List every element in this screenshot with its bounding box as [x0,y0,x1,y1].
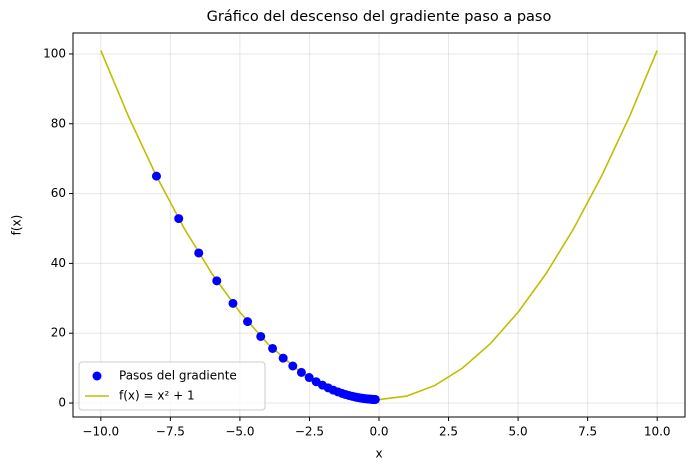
point [243,317,253,327]
point [278,353,288,363]
point [304,373,314,383]
y-axis-label: f(x) [10,215,24,236]
point [194,248,204,258]
x-tick-label: −10.0 [82,425,119,439]
point [228,298,238,308]
legend-label: f(x) = x² + 1 [119,389,195,403]
legend-label: Pasos del gradiente [119,369,237,383]
x-tick-label: −7.5 [156,425,185,439]
plot-frame [72,32,686,418]
x-tick-label: 7.5 [578,425,597,439]
point [268,343,278,353]
legend-box [78,361,266,411]
point [296,367,306,377]
y-tick-label: 40 [51,256,66,270]
y-tick-label: 60 [51,186,66,200]
point [151,171,161,181]
x-tick-label: 0.0 [369,425,388,439]
y-tick-label: 20 [51,326,66,340]
x-tick-label: 5.0 [509,425,528,439]
point [212,276,222,286]
legend-marker [92,371,102,381]
x-tick-label: 10.0 [644,425,671,439]
point [256,331,266,341]
y-tick-label: 0 [58,396,66,410]
point [288,361,298,371]
x-axis-label: x [375,447,382,461]
y-tick-label: 100 [43,46,66,60]
x-tick-label: 2.5 [439,425,458,439]
point [174,214,184,224]
x-tick-label: −5.0 [225,425,254,439]
y-tick-label: 80 [51,116,66,130]
x-tick-label: −2.5 [295,425,324,439]
chart-title: Gráfico del descenso del gradiente paso … [207,9,552,25]
point [370,394,380,404]
